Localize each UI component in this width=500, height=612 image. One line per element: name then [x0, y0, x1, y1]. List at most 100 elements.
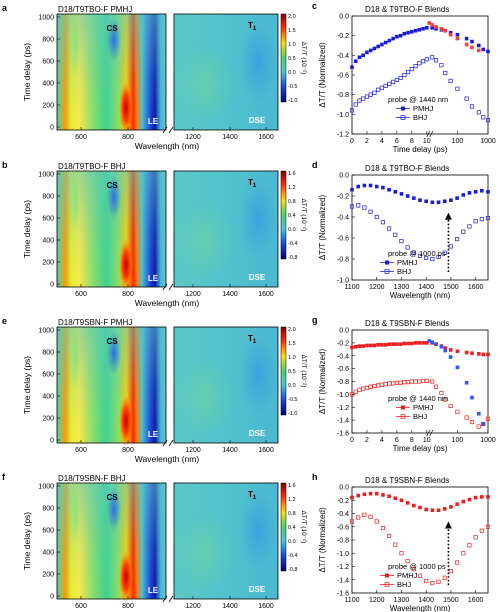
heatmap-xtick-label: 800 [122, 291, 134, 298]
data-point [449, 505, 453, 509]
series-pmhj [350, 26, 490, 69]
data-point [424, 579, 429, 584]
data-point [356, 184, 360, 189]
series-bhj [349, 512, 491, 586]
ylabel: ΔT/T (Normalized) [318, 349, 327, 415]
data-point [443, 346, 448, 350]
heatmap-xtick-label: 1200 [185, 134, 201, 141]
data-point [455, 409, 460, 414]
data-point [410, 341, 414, 346]
data-point [464, 380, 469, 385]
ytick-label: -1.2 [337, 132, 349, 139]
data-point [368, 183, 373, 188]
data-point [380, 526, 385, 531]
data-point [350, 187, 354, 192]
legend-label: PMHJ [413, 104, 434, 113]
heatmap-hotspot [119, 551, 133, 603]
data-point [380, 220, 385, 225]
ytick-label: -0.2 [337, 340, 349, 347]
axis-break-gap [166, 170, 174, 288]
colorbar-label: ΔT/T (10⁻²) [300, 199, 307, 232]
heatmap-ytick-label: 400 [42, 550, 54, 557]
label-le: LE [148, 117, 159, 126]
data-point [357, 98, 362, 103]
data-point [383, 343, 388, 347]
legend-marker [400, 414, 406, 419]
heatmap-right-frame [173, 170, 279, 288]
heatmap-ytick-label: 0 [50, 594, 54, 601]
arrow-head [444, 212, 452, 220]
heatmap-ytick-label: 1000 [38, 15, 54, 22]
xtick-label: 1400 [418, 597, 434, 604]
axis-break-marks [162, 439, 174, 447]
data-point [353, 344, 358, 349]
colorbar-label: ΔT/T (10⁻²) [300, 355, 307, 388]
data-point [455, 36, 460, 41]
xtick-label: 1600 [468, 597, 484, 604]
heatmap-left-band [70, 12, 80, 76]
data-point [430, 256, 435, 262]
data-point [405, 559, 410, 564]
legend-label: BHJ [413, 412, 427, 421]
colorbar [280, 170, 287, 260]
series-overlay-2 [427, 339, 486, 426]
data-point [368, 209, 373, 214]
colorbar-tick-label: 0.0 [288, 539, 296, 545]
ytick-label: -0.8 [337, 257, 349, 264]
heatmap-ytick-label: 1000 [38, 484, 54, 491]
heatmap-panel-a: a D18/T9TBO-F PMHJ 1000 800 600 400 200 0 Time d… [2, 3, 307, 151]
data-point [349, 519, 355, 524]
legend-marker [401, 106, 405, 111]
data-point [455, 365, 460, 370]
label-le: LE [148, 586, 159, 595]
data-point [383, 40, 388, 45]
chart-title: D18 & T9SBN-F Blends [365, 476, 449, 485]
ytick-label: -0.8 [337, 538, 349, 545]
data-point [470, 45, 474, 50]
heatmap-xtick-label: 800 [122, 134, 134, 141]
data-point [443, 70, 448, 76]
legend-label: PMHJ [397, 258, 418, 267]
data-point [391, 342, 395, 346]
data-point [485, 216, 491, 221]
data-point [399, 551, 404, 556]
heatmap-right-glow [177, 513, 233, 593]
axis-break-gap [166, 13, 174, 131]
data-point [379, 85, 384, 90]
data-point [399, 239, 404, 244]
ytick-label: -0.2 [337, 33, 349, 40]
heatmap-left-frame [56, 326, 167, 444]
data-point [436, 508, 441, 512]
data-point [361, 53, 366, 58]
colorbar-tick-label: 0.5 [288, 56, 296, 62]
data-point [434, 25, 438, 29]
data-point [381, 185, 385, 190]
heatmap-ytick-label: 800 [42, 194, 54, 201]
data-point [464, 96, 469, 101]
data-point [368, 384, 373, 389]
heatmap-right-frame [173, 13, 279, 131]
data-point [387, 187, 391, 192]
heatmap-ytick-label: 600 [42, 372, 54, 379]
data-point [439, 344, 444, 349]
colorbar-tick-label: 0.4 [288, 213, 296, 219]
xtick-label: 1000 [480, 138, 496, 145]
data-point [464, 36, 469, 41]
data-point [417, 379, 422, 384]
data-point [374, 519, 379, 524]
probe-annotation: probe @ 1440 nm [388, 394, 448, 403]
data-point [412, 196, 416, 200]
data-point [411, 250, 416, 255]
panel-letter: c [312, 1, 317, 11]
colorbar-tick-label: -0.5 [288, 84, 297, 90]
data-point [398, 75, 403, 81]
heatmap-xtick-label: 1400 [222, 134, 238, 141]
data-point [424, 255, 429, 261]
data-point [442, 199, 447, 204]
data-point [368, 514, 373, 519]
heatmap-cs-band [107, 487, 121, 531]
xtick-label: 0 [350, 138, 354, 145]
data-point [357, 344, 362, 348]
series-bhj [349, 203, 491, 262]
